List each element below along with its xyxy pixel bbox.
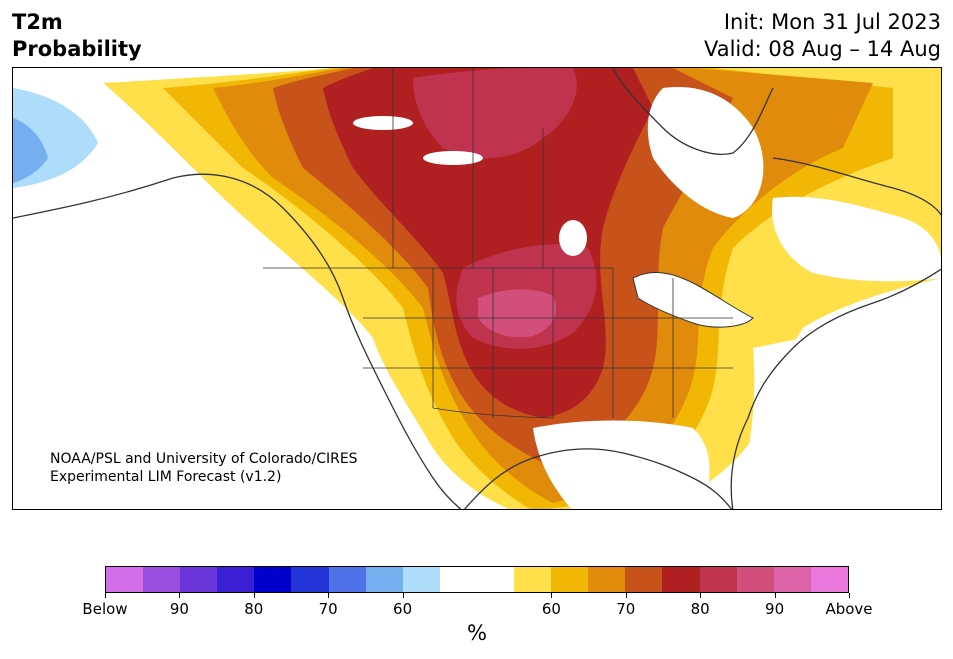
labrador-white (772, 196, 941, 282)
colorbar-tick-mark (849, 593, 850, 598)
atlantic-white (733, 318, 941, 509)
colorbar-tick-label: 60 (393, 600, 413, 618)
colorbar-tick-mark (328, 593, 330, 598)
colorbar-tick-mark (253, 593, 255, 598)
colorbar-segment (476, 567, 515, 592)
political-borders (263, 68, 733, 419)
colorbar-tick-label: 90 (169, 600, 189, 618)
colorbar-tick-label: 60 (541, 600, 561, 618)
colorbar-segment (588, 567, 626, 592)
colorbar-tick-mark (551, 593, 553, 598)
credit-line-1: NOAA/PSL and University of Colorado/CIRE… (50, 451, 358, 467)
colorbar-tick-mark (625, 593, 627, 598)
colorbar-segment (365, 567, 403, 592)
colorbar-tick-label: Below (82, 600, 128, 618)
colorbar-segment (217, 567, 255, 592)
colorbar-tick-label: 90 (765, 600, 785, 618)
probability-map: NOAA/PSL and University of Colorado/CIRE… (12, 67, 942, 510)
colorbar-segment (699, 567, 737, 592)
colorbar-tick-mark (402, 593, 404, 598)
colorbar-tick-label: 80 (690, 600, 710, 618)
prob-band-90 (478, 289, 557, 338)
colorbar-tick-label: 80 (244, 600, 264, 618)
colorbar-tick-label: 70 (616, 600, 636, 618)
forecast-dates: Init: Mon 31 Jul 2023 Valid: 08 Aug – 14… (704, 9, 941, 63)
colorbar-tick-label: 70 (318, 600, 338, 618)
colorbar-segment (402, 567, 440, 592)
gulf-white (533, 420, 710, 509)
colorbar-tick-mark (700, 593, 702, 598)
probability-colorbar (105, 566, 849, 593)
colorbar-segment (551, 567, 589, 592)
prob-band-cold-70 (13, 118, 48, 183)
map-credit: NOAA/PSL and University of Colorado/CIRE… (50, 450, 358, 486)
init-date: Init: Mon 31 Jul 2023 (723, 10, 941, 34)
map-title: T2m Probability (12, 9, 142, 63)
colorbar-segment (180, 567, 218, 592)
colorbar-segment (662, 567, 700, 592)
coastlines (13, 68, 941, 509)
colorbar-tick-mark (179, 593, 181, 598)
colorbar-segment (514, 567, 552, 592)
map-canvas (13, 68, 941, 509)
pacific-white (13, 188, 393, 509)
colorbar-segment (625, 567, 663, 592)
title-line-2: Probability (12, 37, 142, 61)
colorbar-tick-mark (774, 593, 776, 598)
colorbar-segment (143, 567, 181, 592)
colorbar-segment (736, 567, 774, 592)
colorbar-segment (254, 567, 292, 592)
colorbar-tick-label: Above (825, 600, 873, 618)
colorbar-segment (439, 567, 477, 592)
colorbar-segment (291, 567, 329, 592)
colorbar-segment (328, 567, 366, 592)
colorbar-unit: % (467, 621, 487, 645)
colorbar-tick-mark (105, 593, 106, 598)
prob-band-85-north (413, 68, 577, 159)
title-line-1: T2m (12, 10, 63, 34)
colorbar-segment (106, 567, 144, 592)
credit-line-2: Experimental LIM Forecast (v1.2) (50, 469, 282, 485)
valid-range: Valid: 08 Aug – 14 Aug (703, 37, 941, 61)
colorbar-segment (773, 567, 811, 592)
colorbar-segment (810, 567, 848, 592)
